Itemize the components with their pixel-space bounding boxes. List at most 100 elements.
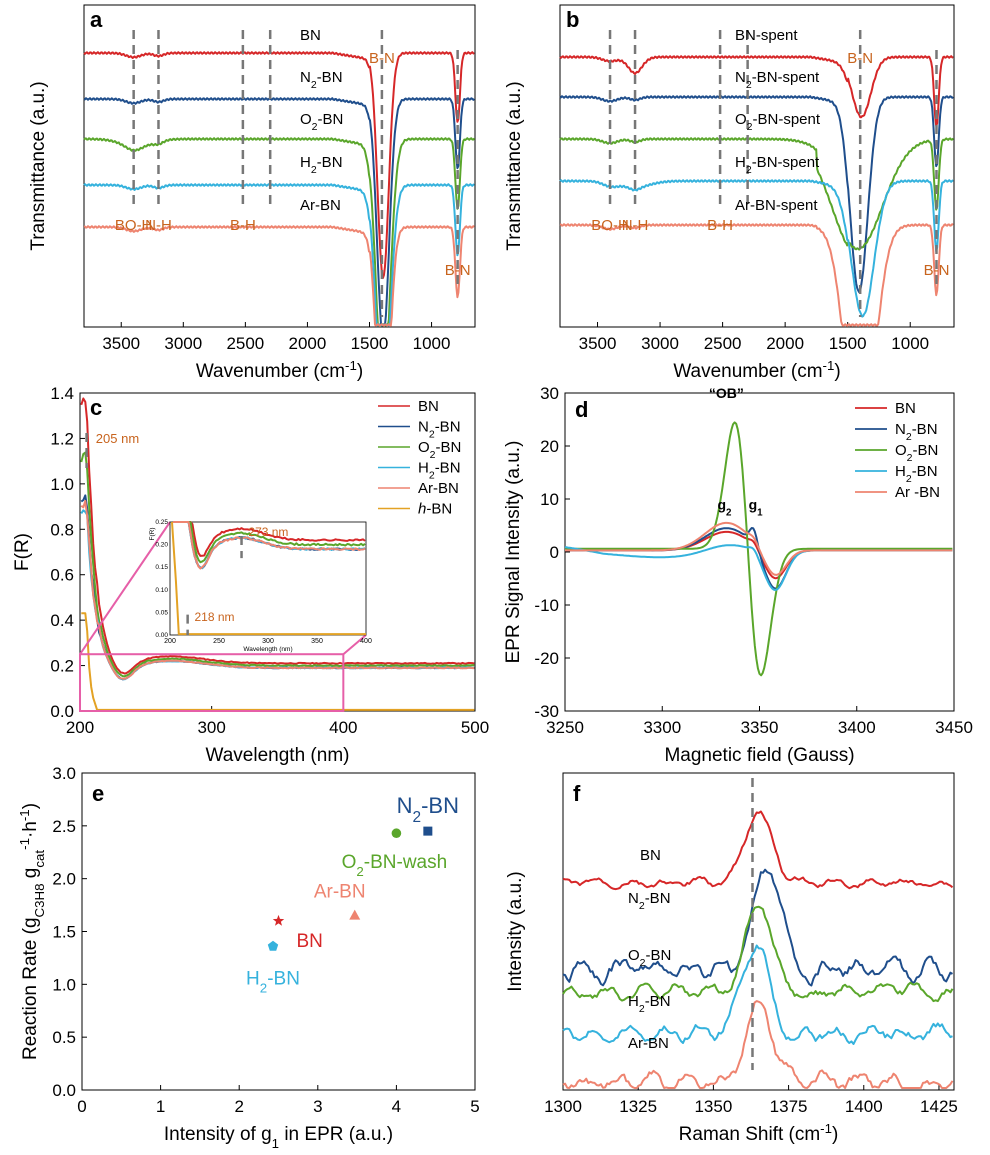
series-line-h-BN xyxy=(81,612,475,711)
scatter-point-label: N2-BN xyxy=(397,793,459,826)
x-tick-label: 1500 xyxy=(351,334,389,353)
band-marker-label: B-N xyxy=(924,262,950,279)
scatter-point-square xyxy=(423,826,433,836)
series-line-H2-BN-spent xyxy=(559,179,954,318)
y-tick-label: 3.0 xyxy=(52,764,76,783)
legend-label: BN xyxy=(895,400,916,417)
x-axis-label: Intensity of g1 in EPR (a.u.) xyxy=(164,1124,393,1151)
y-tick-label: 1.0 xyxy=(52,975,76,994)
series-label-N2-BN: N2-BN xyxy=(300,69,343,91)
series-line-O2-BN xyxy=(83,137,476,327)
x-tick-label: 2500 xyxy=(704,334,742,353)
x-tick-label: 3500 xyxy=(579,334,617,353)
zoom-connector xyxy=(79,521,171,655)
legend-label: H2-BN xyxy=(895,463,938,485)
y-tick-label: 2.5 xyxy=(52,817,76,836)
inset-x-tick-label: 250 xyxy=(213,638,225,645)
x-tick-label: 2500 xyxy=(226,334,264,353)
x-tick-label: 1375 xyxy=(770,1097,808,1116)
inset-x-tick-label: 200 xyxy=(164,638,176,645)
y-tick-label: 0.6 xyxy=(50,566,74,585)
x-tick-label: 200 xyxy=(66,718,94,737)
y-axis-label: Reaction Rate (gC3H8 gcat-1·h-1) xyxy=(17,803,47,1060)
series-line-N2-BN-spent xyxy=(559,95,954,294)
panel-d-label: d xyxy=(575,397,588,422)
band-marker-label: N-H xyxy=(622,217,649,234)
series-label-O₂-BN: O2-BN xyxy=(628,947,671,969)
series-line-H₂-BN xyxy=(562,944,953,1045)
band-marker-label: B-N xyxy=(847,50,873,67)
series-label-O2-BN-spent: O2-BN-spent xyxy=(735,111,821,133)
annotation-218nm: 218 nm xyxy=(195,610,235,624)
x-tick-label: 2 xyxy=(234,1097,243,1116)
y-tick-label: 0.0 xyxy=(52,1081,76,1100)
zoom-box xyxy=(79,653,345,713)
legend-label: Ar -BN xyxy=(895,484,940,501)
inset-series-line-BN xyxy=(172,521,366,557)
y-tick-label: -30 xyxy=(534,702,559,721)
band-marker-label: B-H xyxy=(707,217,733,234)
x-axis-label: Raman Shift (cm-1) xyxy=(679,1121,839,1146)
x-axis-label: Wavenumber (cm-1) xyxy=(673,358,840,383)
zoom-connector xyxy=(342,634,367,655)
x-tick-label: 2000 xyxy=(289,334,327,353)
annotation-205nm: 205 nm xyxy=(96,431,139,446)
inset-y-tick-label: 0.10 xyxy=(155,587,168,594)
x-tick-label: 1300 xyxy=(544,1097,582,1116)
inset-y-tick-label: 0.05 xyxy=(155,609,168,616)
y-tick-label: 0.4 xyxy=(50,611,74,630)
panel-a-label: a xyxy=(90,7,103,32)
panel-f-frame xyxy=(562,772,955,1091)
y-tick-label: 2.0 xyxy=(52,870,76,889)
x-tick-label: 1325 xyxy=(619,1097,657,1116)
x-tick-label: 1425 xyxy=(920,1097,958,1116)
series-line-Ar-BN xyxy=(83,225,475,327)
series-line-O2-BN xyxy=(565,421,953,677)
scatter-point-label: BN xyxy=(297,931,323,952)
y-axis-label: Transmittance (a.u.) xyxy=(28,81,49,250)
x-tick-label: 3500 xyxy=(102,334,140,353)
series-line-Ar-BN-spent xyxy=(559,223,954,327)
x-tick-label: 1000 xyxy=(413,334,451,353)
series-label-H₂-BN: H2-BN xyxy=(628,993,671,1015)
series-label-H2-BN-spent: H2-BN-spent xyxy=(735,154,820,176)
inset-series-line-h-BN xyxy=(171,521,366,636)
panel-a-frame xyxy=(83,4,476,328)
band-marker-label: B-N xyxy=(369,50,395,67)
series-label-BN: BN xyxy=(300,27,321,44)
inset-x-axis-label: Wavelength (nm) xyxy=(243,646,292,653)
annotation-273nm: 273 nm xyxy=(248,525,288,539)
annotation-ob: “OB” xyxy=(709,385,744,401)
inset-y-tick-label: 0.15 xyxy=(155,564,168,571)
series-label-N2-BN-spent: N2-BN-spent xyxy=(735,69,820,91)
y-tick-label: 1.4 xyxy=(50,384,74,403)
y-tick-label: 1.2 xyxy=(50,429,74,448)
y-tick-label: 10 xyxy=(540,490,559,509)
panel-e-label: e xyxy=(92,781,104,806)
x-tick-label: 1 xyxy=(156,1097,165,1116)
x-tick-label: 0 xyxy=(77,1097,86,1116)
series-line-O₂-BN xyxy=(562,905,954,1003)
x-tick-label: 1500 xyxy=(829,334,867,353)
y-tick-label: 1.5 xyxy=(52,923,76,942)
y-tick-label: 0.2 xyxy=(50,657,74,676)
x-axis-label: Wavenumber (cm-1) xyxy=(196,358,363,383)
band-marker-label: N-H xyxy=(145,217,172,234)
legend-label: H2-BN xyxy=(418,460,461,482)
legend-label: N2-BN xyxy=(418,419,461,441)
scatter-point-star xyxy=(272,914,285,926)
series-label-H2-BN: H2-BN xyxy=(300,154,343,176)
y-tick-label: 30 xyxy=(540,384,559,403)
inset-x-tick-label: 350 xyxy=(311,638,323,645)
scatter-point-circle xyxy=(391,828,402,839)
x-tick-label: 500 xyxy=(461,718,489,737)
panel-c-label: c xyxy=(90,395,102,420)
x-tick-label: 300 xyxy=(197,718,225,737)
x-axis-label: Wavelength (nm) xyxy=(206,745,350,766)
series-line-BN-spent xyxy=(559,55,954,127)
x-tick-label: 3450 xyxy=(935,718,973,737)
series-line-Ar-BN xyxy=(562,1000,954,1089)
series-line-O2-BN xyxy=(80,451,475,678)
legend-label: h-BN xyxy=(418,501,452,518)
series-line-Ar-BN xyxy=(80,500,475,680)
